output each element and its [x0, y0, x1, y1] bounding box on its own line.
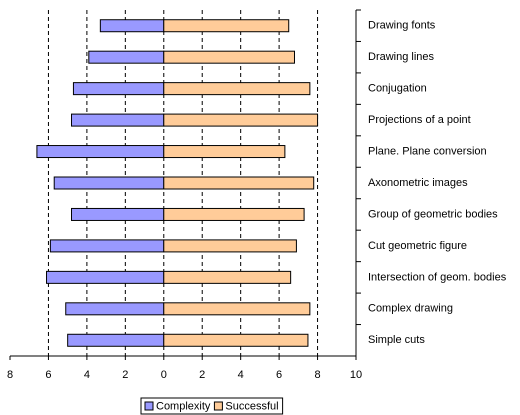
bar — [71, 113, 165, 127]
bar — [71, 207, 165, 221]
x-tick-label: 4 — [238, 369, 244, 381]
y-tick-label: Drawing fonts — [368, 20, 436, 32]
y-tick-label: Drawing lines — [368, 51, 435, 63]
bar — [88, 50, 165, 64]
y-tick-label: Plane. Plane conversion — [368, 145, 487, 157]
bar — [163, 113, 319, 127]
bar — [163, 82, 311, 96]
bar — [163, 207, 305, 221]
x-tick-label: 8 — [7, 369, 13, 381]
bar — [65, 302, 165, 316]
y-tick-label: Simple cuts — [368, 334, 425, 346]
legend-swatch — [213, 401, 223, 411]
legend-swatch — [144, 401, 154, 411]
y-tick-label: Complex drawing — [368, 303, 453, 315]
y-tick-label: Cut geometric figure — [368, 240, 467, 252]
y-tick-label: Projections of a point — [368, 114, 471, 126]
bar — [67, 333, 165, 347]
y-tick-label: Axonometric images — [368, 177, 468, 189]
bar — [46, 270, 165, 284]
x-tick-label: 8 — [314, 369, 320, 381]
bar — [99, 19, 165, 33]
bar — [163, 176, 315, 190]
bar — [163, 270, 292, 284]
legend-box — [140, 397, 284, 415]
legend-label: Successful — [225, 400, 278, 412]
x-tick-label: 2 — [199, 369, 205, 381]
bar — [163, 302, 311, 316]
y-tick-label: Intersection of geom. bodies — [368, 271, 507, 283]
bar — [163, 19, 290, 33]
legend: Complexity Successful — [140, 397, 284, 415]
bar — [53, 176, 165, 190]
bar — [72, 82, 165, 96]
x-tick-label: 6 — [276, 369, 282, 381]
bar — [49, 239, 165, 253]
y-tick-label: Group of geometric bodies — [368, 208, 498, 220]
x-tick-label: 0 — [161, 369, 167, 381]
x-tick-label: 6 — [45, 369, 51, 381]
bar — [36, 145, 165, 159]
bar — [163, 239, 297, 253]
x-tick-label: 10 — [350, 369, 362, 381]
x-tick-label: 2 — [122, 369, 128, 381]
x-tick-label: 4 — [84, 369, 90, 381]
y-tick-label: Conjugation — [368, 83, 427, 95]
bar — [163, 50, 295, 64]
bar — [163, 145, 286, 159]
bar — [163, 333, 309, 347]
legend-label: Complexity — [156, 400, 211, 412]
